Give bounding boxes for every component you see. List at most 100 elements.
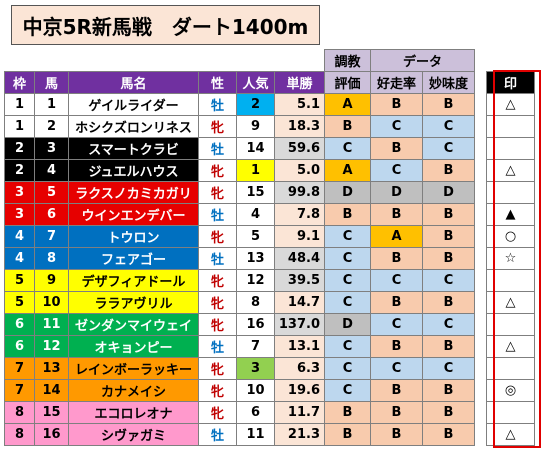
training-grade: B (324, 115, 371, 138)
spacer-cell (474, 379, 487, 402)
training-grade: B (324, 401, 371, 424)
table-row: 4 8 フェアゴー牡 13 48.4 C B B ☆ (4, 247, 535, 270)
data-group-header: データ (370, 49, 475, 72)
horse-name: ウインエンデバー (68, 203, 199, 226)
spacer-cell (474, 357, 487, 380)
training-grade: C (324, 291, 371, 314)
odds-cell: 11.7 (274, 401, 325, 424)
myoumi-grade: C (422, 137, 475, 160)
spacer-cell (474, 181, 487, 204)
sex-cell: 牡 (198, 335, 237, 358)
kousou-grade: C (370, 115, 423, 138)
horse-name: レインボーラッキー (68, 357, 199, 380)
training-header-bottom: 評価 (324, 71, 371, 94)
uma-cell: 3 (34, 137, 69, 160)
mark-cell: △ (486, 423, 535, 446)
training-grade: C (324, 335, 371, 358)
spacer-cell (474, 225, 487, 248)
uma-cell: 11 (34, 313, 69, 336)
waku-cell: 3 (4, 203, 35, 226)
myoumi-grade: C (422, 115, 475, 138)
waku-cell: 3 (4, 181, 35, 204)
table-row: 8 15 エコロレオナ牝 6 11.7 B B B (4, 401, 535, 424)
training-grade: D (324, 181, 371, 204)
training-grade: C (324, 137, 371, 160)
odds-cell: 14.7 (274, 291, 325, 314)
popularity-cell: 8 (236, 291, 275, 314)
horse-name: カナメイシ (68, 379, 199, 402)
popularity-cell: 1 (236, 159, 275, 182)
training-grade: B (324, 423, 371, 446)
sex-cell: 牝 (198, 379, 237, 402)
sex-cell: 牝 (198, 401, 237, 424)
spacer-cell (474, 93, 487, 116)
waku-cell: 2 (4, 137, 35, 160)
myoumi-grade: B (422, 335, 475, 358)
odds-cell: 5.0 (274, 159, 325, 182)
waku-cell: 1 (4, 93, 35, 116)
table-row: 5 9 デザフィアドール牝 12 39.5 C C C (4, 269, 535, 292)
training-grade: A (324, 159, 371, 182)
waku-cell: 7 (4, 379, 35, 402)
odds-cell: 18.3 (274, 115, 325, 138)
odds-cell: 5.1 (274, 93, 325, 116)
kousou-grade: C (370, 357, 423, 380)
mark-cell (486, 181, 535, 204)
uma-cell: 7 (34, 225, 69, 248)
popularity-cell: 5 (236, 225, 275, 248)
popularity-cell: 14 (236, 137, 275, 160)
mark-cell (486, 357, 535, 380)
table-row: 7 13 レインボーラッキー牝 3 6.3 C C C (4, 357, 535, 380)
waku-cell: 5 (4, 269, 35, 292)
sex-cell: 牝 (198, 357, 237, 380)
kousou-grade: B (370, 291, 423, 314)
sex-cell: 牡 (198, 203, 237, 226)
popularity-cell: 15 (236, 181, 275, 204)
kousou-grade: B (370, 247, 423, 270)
table-row: 2 3 スマートクラビ牡 14 59.6 C B C (4, 137, 535, 160)
horse-name: デザフィアドール (68, 269, 199, 292)
training-grade: C (324, 225, 371, 248)
mark-cell: △ (486, 159, 535, 182)
training-grade: C (324, 379, 371, 402)
mark-cell: △ (486, 93, 535, 116)
kousou-grade: B (370, 423, 423, 446)
horse-name: エコロレオナ (68, 401, 199, 424)
uma-cell: 16 (34, 423, 69, 446)
myoumi-grade: C (422, 357, 475, 380)
spacer-cell (474, 335, 487, 358)
waku-cell: 6 (4, 313, 35, 336)
horse-name: ゼンダンマイウェイ (68, 313, 199, 336)
name-header: 馬名 (68, 71, 199, 94)
horse-name: フェアゴー (68, 247, 199, 270)
sex-cell: 牡 (198, 93, 237, 116)
uma-cell: 8 (34, 247, 69, 270)
uma-cell: 6 (34, 203, 69, 226)
kousou-grade: C (370, 159, 423, 182)
mark-header: 印 (486, 71, 535, 94)
myoumi-grade: B (422, 401, 475, 424)
myoumi-grade: C (422, 269, 475, 292)
table-row: 3 6 ウインエンデバー牡 4 7.8 B B B ▲ (4, 203, 535, 226)
myoumi-grade: B (422, 159, 475, 182)
odds-cell: 7.8 (274, 203, 325, 226)
popularity-cell: 3 (236, 357, 275, 380)
table-row: 7 14 カナメイシ牝 10 19.6 C B B ◎ (4, 379, 535, 402)
sex-cell: 牡 (198, 247, 237, 270)
popularity-cell: 13 (236, 247, 275, 270)
uma-cell: 14 (34, 379, 69, 402)
myoumi-grade: B (422, 203, 475, 226)
training-grade: B (324, 203, 371, 226)
waku-cell: 4 (4, 225, 35, 248)
horse-name: ララアヴリル (68, 291, 199, 314)
waku-cell: 7 (4, 357, 35, 380)
sex-header: 性 (198, 71, 237, 94)
uma-cell: 1 (34, 93, 69, 116)
mark-cell (486, 313, 535, 336)
myoumi-grade: B (422, 291, 475, 314)
horse-name: ゲイルライダー (68, 93, 199, 116)
kousou-grade: C (370, 269, 423, 292)
table-row: 5 10 ララアヴリル牝 8 14.7 C B B △ (4, 291, 535, 314)
uma-cell: 2 (34, 115, 69, 138)
sex-cell: 牡 (198, 423, 237, 446)
